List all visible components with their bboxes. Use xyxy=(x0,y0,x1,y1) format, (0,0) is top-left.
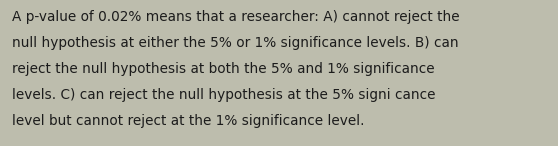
Text: A p-value of 0.02% means that a researcher: A) cannot reject the: A p-value of 0.02% means that a research… xyxy=(12,10,460,24)
Text: null hypothesis at either the 5% or 1% significance levels. B) can: null hypothesis at either the 5% or 1% s… xyxy=(12,36,459,50)
Text: level but cannot reject at the 1% significance level.: level but cannot reject at the 1% signif… xyxy=(12,114,365,128)
Text: levels. C) can reject the null hypothesis at the 5% signi cance: levels. C) can reject the null hypothesi… xyxy=(12,88,436,102)
Text: reject the null hypothesis at both the 5% and 1% significance: reject the null hypothesis at both the 5… xyxy=(12,62,435,76)
